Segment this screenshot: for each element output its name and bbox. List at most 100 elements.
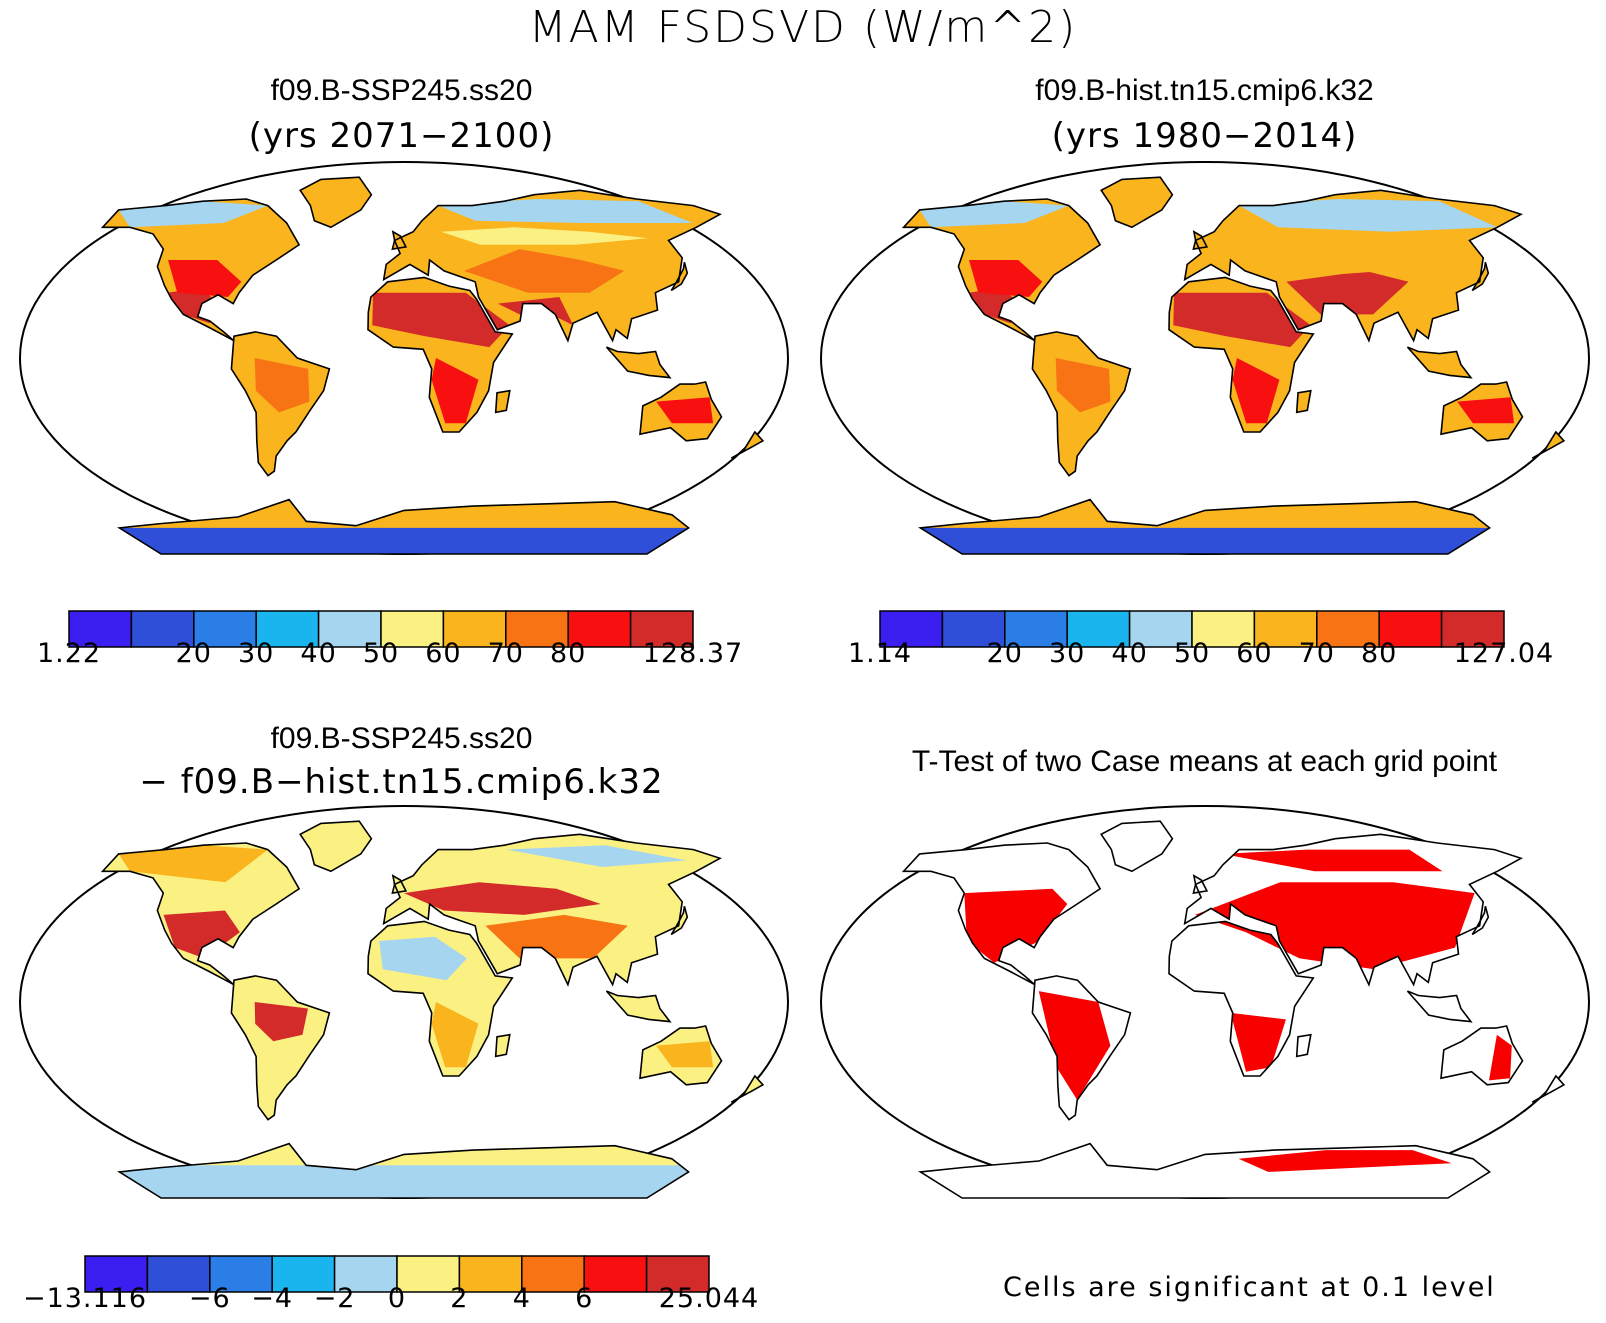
map-fill-region: [1232, 358, 1280, 424]
coastline: [605, 990, 672, 1023]
coastline: [1183, 189, 1524, 343]
map-case2: [820, 161, 1590, 555]
colorbar-swatch: [146, 1255, 211, 1293]
map-fill-region: [438, 199, 693, 223]
panel-title: T-Test of two Case means at each grid po…: [911, 745, 1498, 778]
coastline: [901, 198, 1102, 342]
coastline: [605, 346, 672, 379]
panel-title: f09.B-SSP245.ss20: [270, 74, 533, 107]
coastline: [230, 975, 331, 1121]
colorbar-tick-label: 6: [575, 1283, 594, 1314]
map-fill-region: [118, 201, 268, 228]
colorbar-tick-label: 30: [238, 638, 275, 669]
colorbar-swatch: [583, 1255, 648, 1293]
colorbar-swatch: [645, 1255, 710, 1293]
figure-title: MAM FSDSVD (W/m^2): [528, 2, 1078, 53]
colorbar-swatch: [380, 610, 445, 648]
coastline: [730, 430, 765, 459]
coastline: [117, 1142, 690, 1199]
map-fill-region: [506, 845, 687, 867]
coastline: [918, 498, 1491, 555]
colorbar-tick-label: 1.22: [36, 638, 102, 669]
panel-title: f09.B-SSP245.ss20: [270, 722, 533, 755]
panel-case2: f09.B-hist.tn15.cmip6.k32 (yrs 1980−2014…: [803, 0, 1606, 690]
map-fill-region: [919, 201, 1069, 228]
colorbar-tick-label: 50: [1173, 638, 1211, 669]
colorbar-tick-label: 20: [986, 638, 1023, 669]
map-fill-region: [485, 914, 628, 959]
colorbar-tick-label: −4: [251, 1283, 294, 1314]
colorbar-tick-label: 80: [550, 638, 587, 669]
map-fill-region: [379, 936, 467, 981]
map-case1: [19, 161, 789, 555]
map-difference: [19, 805, 789, 1199]
colorbar-tick-label: 70: [1298, 638, 1335, 669]
colorbar-difference: [84, 1255, 710, 1293]
panel-ttest: T-Test of two Case means at each grid po…: [803, 690, 1606, 1323]
map-fill-region: [441, 227, 649, 245]
coastline: [1031, 975, 1132, 1121]
colorbar-swatch: [1253, 610, 1318, 648]
map-fill-region: [431, 358, 479, 424]
colorbar-tick-label: 60: [1236, 638, 1273, 669]
coastline: [1471, 905, 1490, 936]
coastline: [1168, 920, 1315, 1077]
map-fill-region: [254, 1002, 308, 1042]
map-fill-region: [254, 358, 310, 413]
coastline: [670, 261, 689, 292]
map-fill-region: [1230, 1012, 1286, 1072]
colorbar-swatch: [130, 610, 195, 648]
map-fill-region: [464, 249, 625, 293]
coastline: [1531, 430, 1566, 459]
colorbar-swatch: [84, 1255, 149, 1293]
map-fill-region: [964, 888, 1068, 963]
coastline: [1440, 381, 1524, 442]
panel-subtitle: (yrs 1980−2014): [1051, 116, 1358, 156]
map-fill-region: [656, 397, 714, 424]
coastline: [1295, 1033, 1312, 1058]
map-fill-region: [431, 1002, 479, 1068]
colorbar-tick-label: 127.04: [1453, 638, 1555, 669]
colorbar-swatch: [629, 610, 694, 648]
map-ttest: [820, 805, 1590, 1199]
coastline: [100, 198, 301, 342]
colorbar-tick-label: 30: [1049, 638, 1086, 669]
map-fill-region: [168, 227, 270, 260]
map-fill-region: [1222, 849, 1443, 872]
coastline: [494, 389, 511, 414]
coastline: [1295, 389, 1312, 414]
map-fill-region: [1264, 244, 1444, 276]
map-fill-region: [1457, 397, 1515, 424]
map-fill-region: [920, 527, 1490, 554]
colorbar-tick-label: 20: [175, 638, 212, 669]
colorbar-swatch: [941, 610, 1006, 648]
coastline: [1100, 820, 1174, 873]
colorbar-case2: [879, 610, 1505, 648]
colorbar-swatch: [879, 610, 944, 648]
map-fill-region: [119, 527, 689, 554]
colorbar-swatch: [1128, 610, 1193, 648]
colorbar-tick-label: −2: [313, 1283, 356, 1314]
colorbar-tick-label: −6: [188, 1283, 231, 1314]
coastline: [639, 1025, 723, 1086]
coastline: [299, 176, 373, 229]
coastline: [1471, 261, 1490, 292]
colorbar-swatch: [1378, 610, 1443, 648]
colorbar-swatch: [1316, 610, 1380, 648]
coastline: [1100, 176, 1174, 229]
coastline: [670, 905, 689, 936]
coastline: [1406, 346, 1473, 379]
coastline: [1440, 1025, 1524, 1086]
coastline: [918, 1142, 1491, 1199]
colorbar-swatch: [521, 1255, 585, 1293]
map-fill-region: [110, 1165, 698, 1198]
map-fill-region: [1286, 270, 1409, 315]
coastline: [639, 381, 723, 442]
coastline: [391, 874, 408, 895]
coastline: [391, 230, 408, 251]
map-fill-region: [372, 292, 510, 348]
map-fill-region: [969, 260, 1043, 297]
coastline: [1031, 331, 1132, 477]
map-fill-region: [404, 882, 601, 915]
coastline: [117, 498, 690, 555]
